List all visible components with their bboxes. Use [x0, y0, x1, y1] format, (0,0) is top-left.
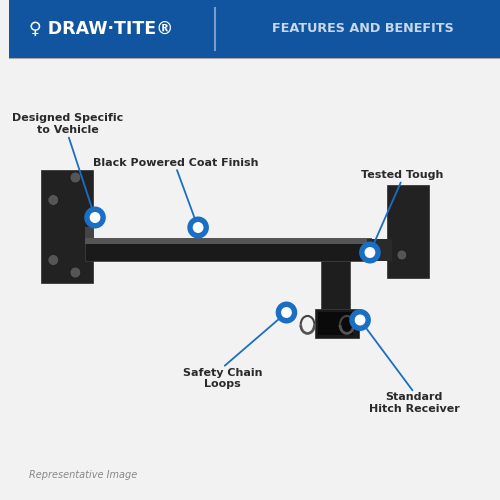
Circle shape	[364, 247, 376, 258]
Circle shape	[397, 250, 406, 260]
Bar	[321, 261, 350, 319]
Text: FEATURES AND BENEFITS: FEATURES AND BENEFITS	[272, 22, 454, 35]
Circle shape	[359, 242, 380, 264]
Circle shape	[188, 216, 209, 238]
Text: Representative Image: Representative Image	[29, 470, 137, 480]
Bar	[315, 308, 359, 338]
Text: Black Powered Coat Finish: Black Powered Coat Finish	[94, 158, 259, 168]
Circle shape	[48, 254, 58, 266]
Bar	[41, 170, 92, 282]
Circle shape	[354, 314, 366, 326]
Text: ♀ DRAW·TITE®: ♀ DRAW·TITE®	[29, 20, 173, 38]
Bar	[9, 0, 500, 58]
Text: Standard
Hitch Receiver: Standard Hitch Receiver	[368, 392, 460, 414]
Circle shape	[90, 212, 101, 223]
Circle shape	[276, 302, 297, 324]
Bar	[85, 228, 92, 250]
Circle shape	[84, 206, 106, 229]
Circle shape	[70, 267, 81, 278]
Circle shape	[70, 172, 81, 183]
Bar	[368, 239, 392, 261]
Text: Safety Chain
Loops: Safety Chain Loops	[183, 368, 262, 389]
Bar	[318, 312, 352, 335]
Circle shape	[350, 309, 371, 331]
Circle shape	[192, 222, 203, 233]
Bar	[85, 239, 372, 261]
Text: Tested Tough: Tested Tough	[360, 170, 443, 180]
Text: Designed Specific
to Vehicle: Designed Specific to Vehicle	[12, 114, 124, 135]
Bar	[85, 238, 372, 244]
Circle shape	[281, 307, 292, 318]
Bar	[387, 185, 429, 278]
Circle shape	[48, 194, 58, 205]
